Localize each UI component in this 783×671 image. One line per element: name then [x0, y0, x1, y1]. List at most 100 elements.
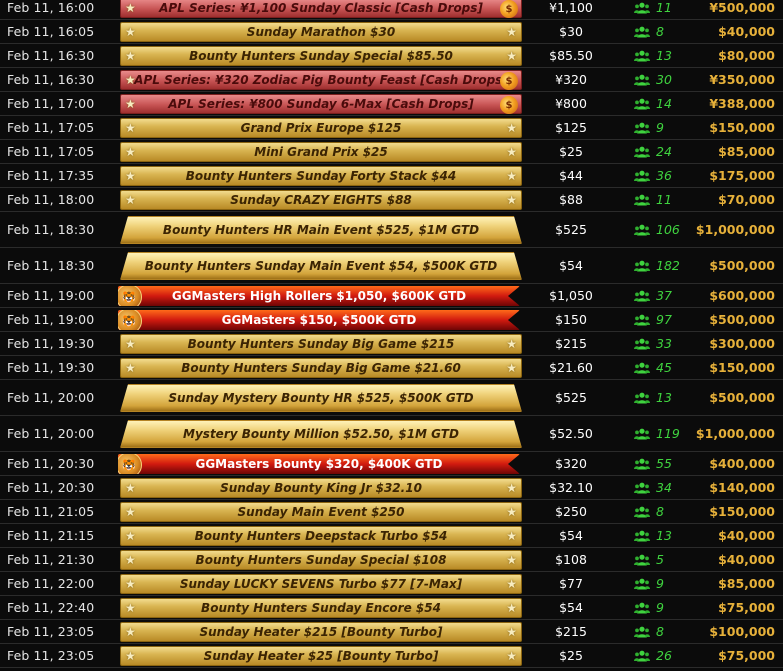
players-icon: [634, 650, 650, 661]
tournament-row[interactable]: Feb 11, 21:15 ★ Bounty Hunters Deepstack T…: [0, 524, 783, 548]
tournament-name: Mystery Bounty Million $52.50, $1M GTD: [183, 427, 459, 441]
players-count: 9: [634, 572, 664, 595]
tournament-row[interactable]: Feb 11, 20:00 Mystery Bounty Million $52.…: [0, 416, 783, 452]
start-time: Feb 11, 16:05: [7, 24, 95, 39]
tournament-name-banner[interactable]: ★ Bounty Hunters Sunday Special $85.50 ★: [120, 46, 522, 66]
tournament-name-banner[interactable]: Bounty Hunters HR Main Event $525, $1M G…: [120, 216, 522, 244]
start-time: Feb 11, 19:30: [7, 336, 95, 351]
tournament-row[interactable]: Feb 11, 22:00 ★ Sunday LUCKY SEVENS Turbo …: [0, 572, 783, 596]
players-value: 55: [656, 456, 672, 471]
tournament-name-banner[interactable]: ★ Sunday Marathon $30 ★: [120, 22, 522, 42]
tournament-name: Bounty Hunters Sunday Main Event $54, $5…: [144, 259, 498, 273]
tournament-name-banner[interactable]: ★ APL Series: ¥1,100 Sunday Classic [Cash…: [120, 0, 522, 18]
guaranteed-prize: $75,000: [718, 648, 775, 663]
tournament-row[interactable]: Feb 11, 19:30 ★ Bounty Hunters Sunday Big …: [0, 356, 783, 380]
guaranteed-prize: $40,000: [718, 528, 775, 543]
tournament-row[interactable]: Feb 11, 20:30 ★ Sunday Bounty King Jr $32.…: [0, 476, 783, 500]
tournament-row[interactable]: Feb 11, 17:00 ★ APL Series: ¥800 Sunday 6-…: [0, 92, 783, 116]
players-count: 33: [634, 332, 672, 355]
buy-in: $54: [559, 600, 583, 615]
tournament-row[interactable]: Feb 11, 19:00 🐯 GGMasters High Rollers $1,…: [0, 284, 783, 308]
players-count: 8: [634, 500, 664, 523]
tournament-name: Bounty Hunters Sunday Forty Stack $44: [185, 169, 457, 183]
tournament-name-banner[interactable]: ★ Sunday Main Event $250 ★: [120, 502, 522, 522]
tournament-name-banner[interactable]: 🐯 GGMasters Bounty $320, $400K GTD: [118, 454, 520, 474]
tournament-row[interactable]: Feb 11, 21:30 ★ Bounty Hunters Sunday Spec…: [0, 548, 783, 572]
tournament-name-banner[interactable]: Sunday Mystery Bounty HR $525, $500K GTD: [120, 384, 522, 412]
star-icon: ★: [125, 601, 136, 615]
tournament-name-banner[interactable]: 🐯 GGMasters High Rollers $1,050, $600K GT…: [118, 286, 520, 306]
tournament-row[interactable]: Feb 11, 22:40 ★ Bounty Hunters Sunday Enco…: [0, 596, 783, 620]
tournament-row[interactable]: Feb 11, 18:30 Bounty Hunters Sunday Main …: [0, 248, 783, 284]
tournament-name-banner[interactable]: 🐯 GGMasters $150, $500K GTD: [118, 310, 520, 330]
guaranteed-prize: $500,000: [709, 390, 775, 405]
players-icon: [634, 626, 650, 637]
tournament-name-banner[interactable]: ★ Sunday LUCKY SEVENS Turbo $77 [7-Max] ★: [120, 574, 522, 594]
tournament-name-banner[interactable]: ★ Grand Prix Europe $125 ★: [120, 118, 522, 138]
players-icon: [634, 26, 650, 37]
tournament-row[interactable]: Feb 11, 18:00 ★ Sunday CRAZY EIGHTS $88 ★ $8…: [0, 188, 783, 212]
tournament-name: Sunday LUCKY SEVENS Turbo $77 [7-Max]: [179, 577, 463, 591]
tournament-row[interactable]: Feb 11, 16:30 ★ APL Series: ¥320 Zodiac Pi…: [0, 68, 783, 92]
star-icon: ★: [506, 601, 517, 615]
start-time: Feb 11, 19:00: [7, 312, 95, 327]
guaranteed-prize: ¥350,000: [709, 72, 775, 87]
tournament-name-banner[interactable]: ★ Sunday Heater $215 [Bounty Turbo] ★: [120, 622, 522, 642]
tournament-row[interactable]: Feb 11, 23:05 ★ Sunday Heater $25 [Bounty …: [0, 644, 783, 668]
guaranteed-prize: ¥388,000: [709, 96, 775, 111]
buy-in: $108: [555, 552, 587, 567]
tournament-name-banner[interactable]: ★ Sunday Bounty King Jr $32.10 ★: [120, 478, 522, 498]
tournament-name-banner[interactable]: ★ Mini Grand Prix $25 ★: [120, 142, 522, 162]
players-count: 30: [634, 68, 672, 91]
players-icon: [634, 392, 650, 403]
star-icon: ★: [125, 505, 136, 519]
tournament-row[interactable]: Feb 11, 21:05 ★ Sunday Main Event $250 ★ $25…: [0, 500, 783, 524]
start-time: Feb 11, 18:30: [7, 258, 95, 273]
tournament-name-banner[interactable]: ★ APL Series: ¥800 Sunday 6-Max [Cash Dro…: [120, 94, 522, 114]
star-icon: ★: [506, 337, 517, 351]
tournament-name-banner[interactable]: ★ Bounty Hunters Sunday Big Game $215 ★: [120, 334, 522, 354]
start-time: Feb 11, 17:35: [7, 168, 95, 183]
buy-in: $54: [559, 258, 583, 273]
tournament-name-banner[interactable]: Bounty Hunters Sunday Main Event $54, $5…: [120, 252, 522, 280]
tournament-name-banner[interactable]: ★ Sunday Heater $25 [Bounty Turbo] ★: [120, 646, 522, 666]
tournament-row[interactable]: Feb 11, 18:30 Bounty Hunters HR Main Even…: [0, 212, 783, 248]
tournament-row[interactable]: Feb 11, 23:05 ★ Sunday Heater $215 [Bounty…: [0, 620, 783, 644]
tournament-row[interactable]: Feb 11, 17:35 ★ Bounty Hunters Sunday Fort…: [0, 164, 783, 188]
tournament-row[interactable]: Feb 11, 16:00 ★ APL Series: ¥1,100 Sunday …: [0, 0, 783, 20]
tournament-name-banner[interactable]: ★ Bounty Hunters Sunday Forty Stack $44 ★: [120, 166, 522, 186]
guaranteed-prize: $500,000: [709, 258, 775, 273]
tournament-name: Bounty Hunters Sunday Special $108: [195, 553, 447, 567]
tournament-row[interactable]: Feb 11, 19:00 🐯 GGMasters $150, $500K GTD $…: [0, 308, 783, 332]
guaranteed-prize: $150,000: [709, 360, 775, 375]
guaranteed-prize: $500,000: [709, 312, 775, 327]
tournament-name: Mini Grand Prix $25: [254, 145, 388, 159]
players-count: 13: [634, 380, 672, 415]
tournament-name-banner[interactable]: ★ Bounty Hunters Deepstack Turbo $54 ★: [120, 526, 522, 546]
guaranteed-prize: $1,000,000: [695, 426, 775, 441]
tournament-row[interactable]: Feb 11, 16:30 ★ Bounty Hunters Sunday Spec…: [0, 44, 783, 68]
tournament-row[interactable]: Feb 11, 17:05 ★ Mini Grand Prix $25 ★ $25 24 $…: [0, 140, 783, 164]
tournament-row[interactable]: Feb 11, 19:30 ★ Bounty Hunters Sunday Big …: [0, 332, 783, 356]
players-value: 119: [656, 426, 680, 441]
tournament-row[interactable]: Feb 11, 16:05 ★ Sunday Marathon $30 ★ $30 8 $4…: [0, 20, 783, 44]
players-count: 11: [634, 188, 672, 211]
tournament-row[interactable]: Feb 11, 20:00 Sunday Mystery Bounty HR $5…: [0, 380, 783, 416]
buy-in: $85.50: [549, 48, 593, 63]
players-icon: [634, 530, 650, 541]
star-icon: ★: [506, 649, 517, 663]
tournament-name-banner[interactable]: ★ Bounty Hunters Sunday Encore $54 ★: [120, 598, 522, 618]
players-icon: [634, 146, 650, 157]
guaranteed-prize: $40,000: [718, 24, 775, 39]
tournament-name-banner[interactable]: Mystery Bounty Million $52.50, $1M GTD: [120, 420, 522, 448]
tournament-name-banner[interactable]: ★ Bounty Hunters Sunday Special $108 ★: [120, 550, 522, 570]
tournament-name: Sunday Marathon $30: [246, 25, 396, 39]
tournament-name-banner[interactable]: ★ Sunday CRAZY EIGHTS $88 ★: [120, 190, 522, 210]
buy-in: $215: [555, 624, 587, 639]
players-count: 182: [634, 248, 680, 283]
tournament-name-banner[interactable]: ★ Bounty Hunters Sunday Big Game $21.60 ★: [120, 358, 522, 378]
tournament-row[interactable]: Feb 11, 20:30 🐯 GGMasters Bounty $320, $40…: [0, 452, 783, 476]
tournament-name-banner[interactable]: ★ APL Series: ¥320 Zodiac Pig Bounty Feas…: [120, 70, 522, 90]
players-icon: [634, 194, 650, 205]
tournament-row[interactable]: Feb 11, 17:05 ★ Grand Prix Europe $125 ★ $12…: [0, 116, 783, 140]
